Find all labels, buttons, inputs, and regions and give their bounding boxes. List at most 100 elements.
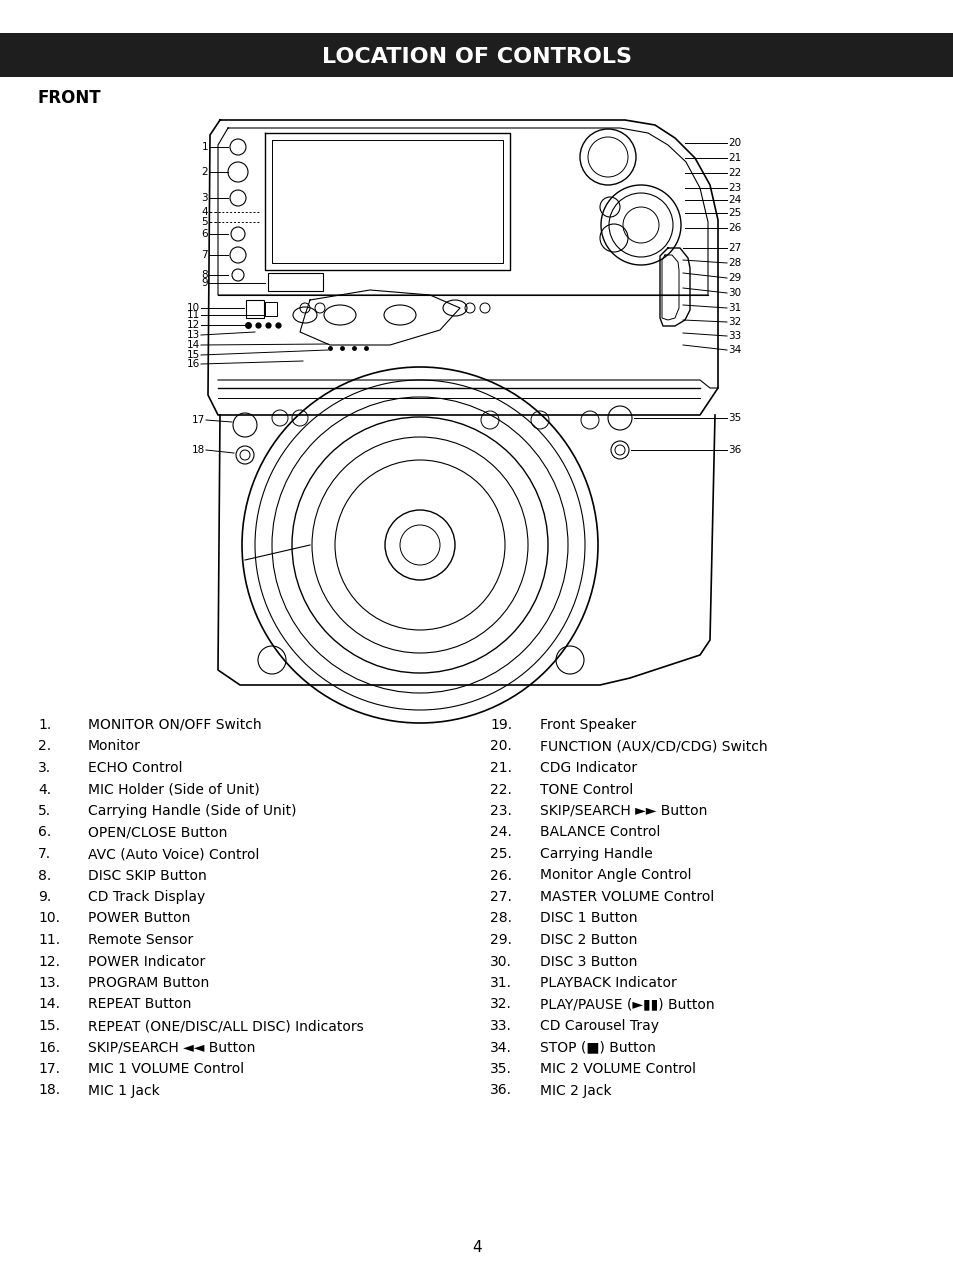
Text: 35.: 35. — [490, 1062, 512, 1076]
Text: Remote Sensor: Remote Sensor — [88, 932, 193, 946]
Text: 17.: 17. — [38, 1062, 60, 1076]
Text: 32.: 32. — [490, 997, 512, 1011]
Text: 1.: 1. — [38, 717, 51, 731]
Text: 36.: 36. — [490, 1084, 512, 1098]
Text: 14: 14 — [187, 340, 200, 350]
Text: 6: 6 — [201, 229, 208, 239]
Text: REPEAT (ONE/DISC/ALL DISC) Indicators: REPEAT (ONE/DISC/ALL DISC) Indicators — [88, 1019, 363, 1033]
Text: MIC 1 Jack: MIC 1 Jack — [88, 1084, 159, 1098]
Bar — [246, 300, 264, 318]
Text: 5.: 5. — [38, 804, 51, 818]
Text: DISC 2 Button: DISC 2 Button — [539, 932, 637, 946]
Text: 10.: 10. — [38, 912, 60, 926]
Text: 4: 4 — [472, 1240, 481, 1255]
Text: 3: 3 — [201, 193, 208, 204]
Text: 33.: 33. — [490, 1019, 512, 1033]
Text: POWER Indicator: POWER Indicator — [88, 954, 205, 968]
Text: 25.: 25. — [490, 847, 512, 861]
Text: 17: 17 — [192, 415, 205, 425]
Text: 36: 36 — [727, 445, 740, 455]
Text: PROGRAM Button: PROGRAM Button — [88, 976, 209, 990]
Text: 32: 32 — [727, 317, 740, 327]
Text: 15: 15 — [187, 350, 200, 360]
Text: 29: 29 — [727, 273, 740, 282]
Text: 30: 30 — [727, 287, 740, 298]
Text: TONE Control: TONE Control — [539, 782, 633, 796]
Text: FUNCTION (AUX/CD/CDG) Switch: FUNCTION (AUX/CD/CDG) Switch — [539, 739, 767, 753]
Text: ECHO Control: ECHO Control — [88, 761, 182, 775]
Text: POWER Button: POWER Button — [88, 912, 191, 926]
Text: 9.: 9. — [38, 890, 51, 904]
Text: 24: 24 — [727, 195, 740, 205]
Text: FRONT: FRONT — [38, 89, 102, 107]
Text: 26.: 26. — [490, 869, 512, 883]
Text: 5: 5 — [201, 218, 208, 226]
Text: 29.: 29. — [490, 932, 512, 946]
Text: 12.: 12. — [38, 954, 60, 968]
Text: DISC 1 Button: DISC 1 Button — [539, 912, 637, 926]
Text: REPEAT Button: REPEAT Button — [88, 997, 192, 1011]
Text: 8.: 8. — [38, 869, 51, 883]
Text: PLAYBACK Indicator: PLAYBACK Indicator — [539, 976, 676, 990]
Text: 14.: 14. — [38, 997, 60, 1011]
Text: OPEN/CLOSE Button: OPEN/CLOSE Button — [88, 826, 227, 840]
Text: MIC 2 VOLUME Control: MIC 2 VOLUME Control — [539, 1062, 696, 1076]
Text: 2: 2 — [201, 167, 208, 177]
Text: 15.: 15. — [38, 1019, 60, 1033]
Text: CDG Indicator: CDG Indicator — [539, 761, 637, 775]
Text: CD Carousel Tray: CD Carousel Tray — [539, 1019, 659, 1033]
Text: 10: 10 — [187, 303, 200, 313]
Text: 22.: 22. — [490, 782, 512, 796]
Text: Monitor Angle Control: Monitor Angle Control — [539, 869, 691, 883]
Text: MIC 2 Jack: MIC 2 Jack — [539, 1084, 611, 1098]
Text: 26: 26 — [727, 223, 740, 233]
Text: MONITOR ON/OFF Switch: MONITOR ON/OFF Switch — [88, 717, 261, 731]
Text: 11: 11 — [187, 310, 200, 321]
Text: SKIP/SEARCH ►► Button: SKIP/SEARCH ►► Button — [539, 804, 706, 818]
Text: LOCATION OF CONTROLS: LOCATION OF CONTROLS — [322, 47, 631, 67]
Text: AVC (Auto Voice) Control: AVC (Auto Voice) Control — [88, 847, 259, 861]
Text: 4: 4 — [201, 207, 208, 218]
Text: 8: 8 — [201, 270, 208, 280]
Text: 34.: 34. — [490, 1040, 512, 1054]
Text: 28: 28 — [727, 258, 740, 268]
Text: 21.: 21. — [490, 761, 512, 775]
Text: DISC 3 Button: DISC 3 Button — [539, 954, 637, 968]
Text: 31: 31 — [727, 303, 740, 313]
Text: 34: 34 — [727, 345, 740, 355]
Text: BALANCE Control: BALANCE Control — [539, 826, 659, 840]
Text: Carrying Handle: Carrying Handle — [539, 847, 652, 861]
Text: 7.: 7. — [38, 847, 51, 861]
Text: Carrying Handle (Side of Unit): Carrying Handle (Side of Unit) — [88, 804, 296, 818]
Text: 18: 18 — [192, 445, 205, 455]
Text: 21: 21 — [727, 153, 740, 163]
Text: 23: 23 — [727, 183, 740, 193]
Text: 2.: 2. — [38, 739, 51, 753]
Text: 13.: 13. — [38, 976, 60, 990]
Text: 7: 7 — [201, 251, 208, 259]
Text: 4.: 4. — [38, 782, 51, 796]
Text: DISC SKIP Button: DISC SKIP Button — [88, 869, 207, 883]
Text: MIC 1 VOLUME Control: MIC 1 VOLUME Control — [88, 1062, 244, 1076]
Text: 31.: 31. — [490, 976, 512, 990]
Text: 3.: 3. — [38, 761, 51, 775]
Text: 27: 27 — [727, 243, 740, 253]
Text: 24.: 24. — [490, 826, 512, 840]
Text: 16: 16 — [187, 359, 200, 369]
Text: MIC Holder (Side of Unit): MIC Holder (Side of Unit) — [88, 782, 259, 796]
Text: 28.: 28. — [490, 912, 512, 926]
Text: Monitor: Monitor — [88, 739, 141, 753]
Text: 12: 12 — [187, 321, 200, 329]
Text: 35: 35 — [727, 413, 740, 424]
Text: 23.: 23. — [490, 804, 512, 818]
Text: Front Speaker: Front Speaker — [539, 717, 636, 731]
Text: 25: 25 — [727, 209, 740, 218]
Text: 11.: 11. — [38, 932, 60, 946]
Bar — [265, 301, 276, 315]
Text: 1: 1 — [201, 142, 208, 151]
Text: 9: 9 — [201, 279, 208, 287]
Text: 30.: 30. — [490, 954, 512, 968]
Text: 20: 20 — [727, 137, 740, 148]
Text: SKIP/SEARCH ◄◄ Button: SKIP/SEARCH ◄◄ Button — [88, 1040, 255, 1054]
Text: STOP (■) Button: STOP (■) Button — [539, 1040, 655, 1054]
